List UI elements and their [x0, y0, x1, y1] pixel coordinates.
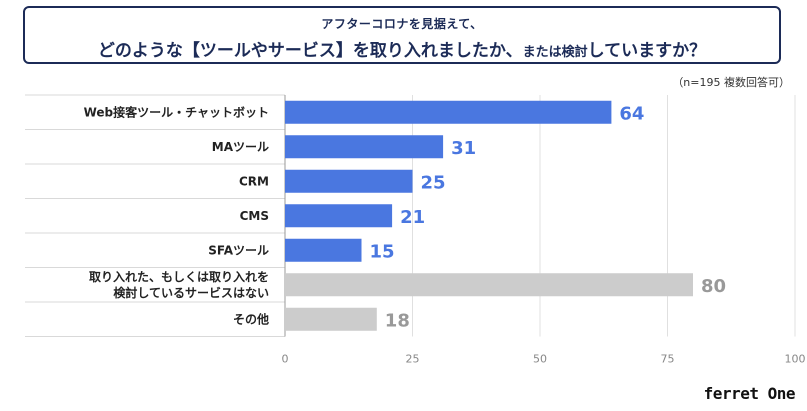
chart-title-part1: どのような【ツールやサービス】を取り入れましたか、: [97, 41, 523, 61]
chart-title-part2: または検討: [522, 45, 588, 60]
data-label: 31: [451, 138, 476, 159]
category-label: CRM: [239, 174, 269, 188]
chart-title: どのような【ツールやサービス】を取り入れましたか、または検討していますか？: [25, 36, 779, 61]
category-label: CMS: [240, 209, 269, 223]
bar: [285, 135, 444, 159]
data-label: 25: [421, 172, 446, 193]
chart-subtitle: アフターコロナを見据えて、: [321, 17, 483, 31]
bar: [285, 273, 693, 297]
bar: [285, 169, 413, 193]
category-label: MAツール: [212, 140, 269, 154]
x-tick-label: 100: [785, 353, 806, 366]
x-tick-label: 25: [406, 353, 420, 366]
category-label: SFAツール: [208, 243, 269, 257]
chart-title-part3: していますか？: [587, 41, 707, 61]
bar: [285, 238, 362, 262]
category-label: その他: [233, 311, 269, 326]
title-box: アフターコロナを見据えて、 どのような【ツールやサービス】を取り入れましたか、ま…: [23, 6, 781, 64]
data-label: 18: [385, 310, 410, 331]
sample-note: （n=195 複数回答可）: [672, 76, 790, 89]
bar: [285, 204, 393, 228]
x-tick-label: 50: [533, 353, 547, 366]
data-label: 64: [619, 103, 644, 124]
bar: [285, 100, 612, 124]
data-label: 21: [400, 207, 425, 228]
x-tick-label: 0: [282, 353, 289, 366]
bar: [285, 307, 377, 331]
category-label: 取り入れた、もしくは取り入れを: [89, 270, 269, 284]
category-label: 検討しているサービスはない: [113, 285, 269, 300]
data-label: 15: [370, 241, 395, 262]
data-label: 80: [701, 276, 726, 297]
ferret-one-logo: ferret One: [703, 384, 796, 403]
category-label: Web接客ツール・チャットボット: [84, 104, 269, 119]
x-tick-label: 75: [661, 353, 675, 366]
